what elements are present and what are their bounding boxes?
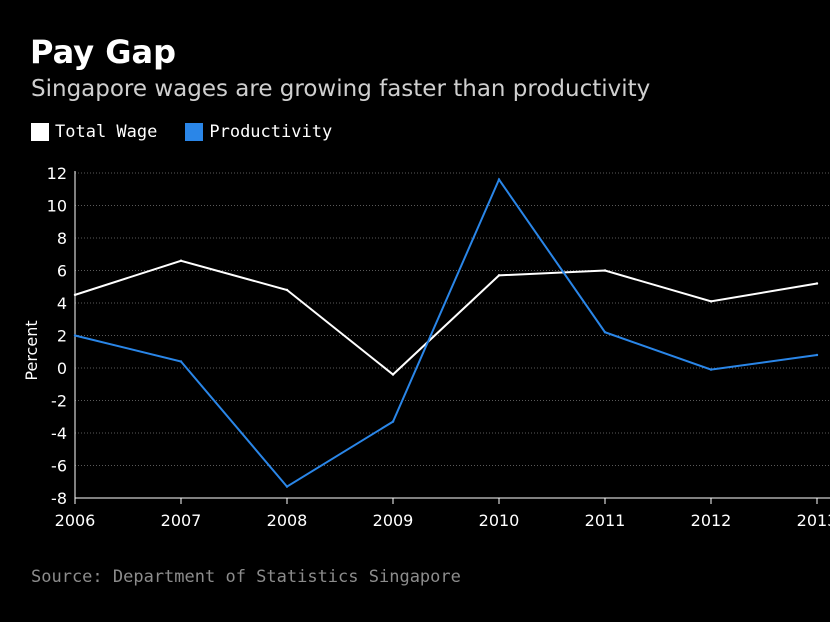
data-point-productivity: [285, 485, 289, 488]
data-point-total-wage: [815, 282, 819, 285]
series-line-total-wage: [74, 259, 818, 376]
x-tick-label: 2012: [691, 511, 732, 530]
legend-item-total-wage: Total Wage: [31, 122, 157, 142]
y-tick-label: 12: [47, 164, 67, 183]
legend: Total Wage Productivity: [31, 120, 360, 144]
y-tick-label: -6: [51, 457, 67, 476]
data-point-productivity: [497, 178, 501, 181]
y-tick-label: 2: [57, 327, 67, 346]
y-tick-label: 6: [57, 262, 67, 281]
y-tick-label: -2: [51, 392, 67, 411]
y-tick-label: 0: [57, 359, 67, 378]
x-tick-label: 2011: [585, 511, 626, 530]
y-axis-title: Percent: [22, 320, 41, 380]
chart-subtitle: Singapore wages are growing faster than …: [31, 76, 651, 102]
x-tick-label: 2007: [161, 511, 202, 530]
data-point-total-wage: [179, 259, 183, 262]
x-tick-label: 2013: [797, 511, 830, 530]
chart-title: Pay Gap: [30, 33, 176, 71]
data-point-productivity: [179, 360, 183, 363]
x-tick-label: 2009: [373, 511, 414, 530]
data-point-total-wage: [73, 293, 77, 297]
data-point-productivity: [73, 334, 77, 337]
x-tick-label: 2006: [55, 511, 96, 530]
y-tick-label: 10: [47, 197, 67, 216]
x-tick-label: 2008: [267, 511, 308, 530]
legend-swatch-productivity: [185, 123, 204, 141]
y-tick-label: -4: [51, 424, 67, 443]
source-note: Source: Department of Statistics Singapo…: [31, 567, 461, 587]
legend-item-productivity: Productivity: [185, 122, 332, 142]
data-point-productivity: [815, 353, 819, 357]
data-point-productivity: [603, 331, 607, 334]
data-point-total-wage: [709, 300, 713, 303]
y-tick-label: -8: [51, 489, 67, 508]
data-point-productivity: [391, 420, 395, 423]
series-line-productivity: [74, 177, 818, 488]
legend-label-productivity: Productivity: [209, 122, 333, 142]
data-point-total-wage: [391, 373, 395, 376]
data-point-productivity: [709, 368, 713, 371]
data-point-total-wage: [497, 274, 501, 277]
y-tick-label: 4: [57, 294, 67, 313]
x-tick-label: 2010: [479, 511, 520, 530]
data-point-total-wage: [285, 288, 289, 292]
data-point-total-wage: [603, 269, 607, 272]
y-tick-label: 8: [57, 229, 67, 248]
legend-swatch-total-wage: [31, 123, 49, 141]
legend-label-total-wage: Total Wage: [55, 122, 158, 142]
